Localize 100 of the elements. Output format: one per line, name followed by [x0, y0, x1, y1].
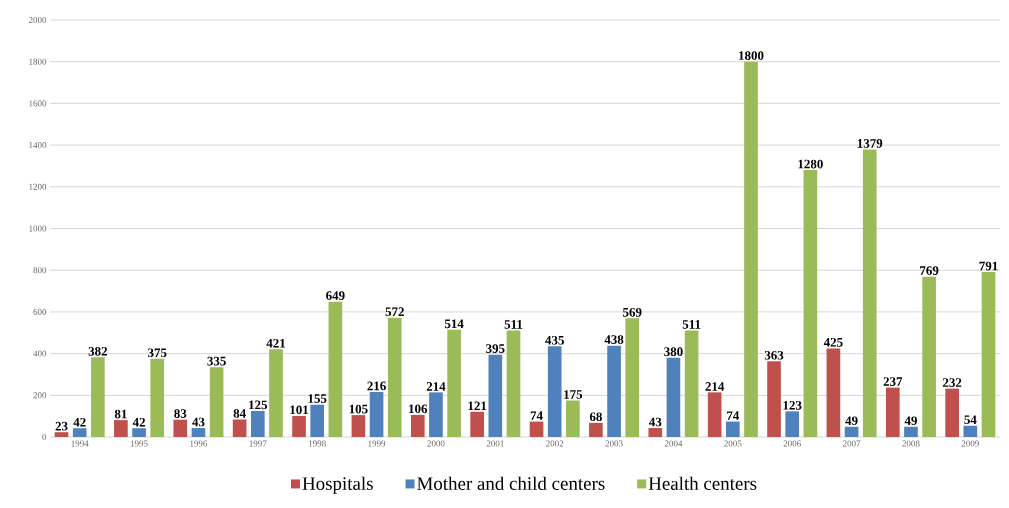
- bar: [292, 415, 306, 437]
- bar: [981, 272, 996, 437]
- x-tick-label: 2006: [783, 440, 801, 447]
- data-label: 54: [964, 415, 977, 425]
- y-tick-label: 1400: [29, 142, 47, 149]
- data-label: 125: [249, 400, 268, 410]
- bar: [625, 318, 640, 437]
- bar: [410, 414, 425, 437]
- data-label: 23: [55, 421, 68, 431]
- data-label: 382: [88, 346, 108, 356]
- bar: [566, 400, 580, 437]
- y-tick-label: 1800: [29, 58, 47, 65]
- bar: [945, 388, 959, 437]
- data-label: 83: [174, 409, 187, 418]
- data-label: 49: [845, 416, 858, 426]
- bar: [310, 404, 325, 437]
- data-label: 395: [486, 344, 505, 353]
- bar: [529, 421, 544, 437]
- bar: [589, 422, 603, 437]
- bar: [328, 301, 343, 437]
- bar: [488, 354, 503, 437]
- data-label: 43: [648, 417, 662, 427]
- data-label: 216: [367, 381, 386, 391]
- bar: [470, 411, 484, 437]
- data-label: 237: [883, 377, 903, 386]
- data-label: 106: [409, 404, 428, 414]
- data-label: 101: [290, 405, 309, 415]
- x-tick-label: 2005: [724, 440, 742, 447]
- bar: [173, 419, 188, 437]
- bar: [785, 411, 800, 437]
- data-label: 375: [148, 348, 167, 358]
- bar: [963, 425, 978, 437]
- data-label: 438: [604, 335, 624, 344]
- bar: [232, 419, 247, 437]
- bar: [132, 428, 146, 437]
- legend-label: Health centers: [648, 476, 757, 490]
- bar: [387, 317, 402, 437]
- data-label: 425: [823, 337, 843, 347]
- x-tick-label: 2001: [486, 440, 504, 447]
- bar: [351, 415, 366, 437]
- x-tick-label: 1999: [368, 440, 386, 447]
- data-label: 335: [207, 356, 226, 366]
- bar: [191, 428, 206, 437]
- data-label: 68: [589, 412, 602, 422]
- data-label: 572: [385, 307, 404, 317]
- bar: [885, 387, 900, 437]
- data-label: 514: [444, 319, 464, 329]
- x-tick-label: 1998: [309, 440, 326, 447]
- x-tick-label: 1994: [71, 440, 89, 447]
- bar: [922, 276, 936, 437]
- bar: [684, 330, 699, 437]
- x-tick-label: 2003: [605, 440, 623, 447]
- x-tick-label: 2008: [902, 440, 920, 447]
- y-tick-label: 2000: [28, 16, 47, 24]
- data-label: 43: [192, 417, 205, 427]
- data-label: 1379: [857, 139, 883, 148]
- bar: [844, 426, 859, 437]
- bar: [862, 149, 877, 437]
- data-label: 42: [132, 417, 145, 427]
- data-label: 214: [426, 382, 446, 391]
- x-tick-label: 2007: [843, 440, 861, 447]
- data-label: 380: [664, 347, 683, 357]
- data-label: 649: [326, 291, 345, 300]
- data-label: 155: [308, 394, 327, 403]
- data-label: 74: [727, 411, 740, 420]
- data-label: 175: [564, 390, 583, 399]
- x-tick-label: 1996: [190, 440, 208, 447]
- data-label: 569: [623, 307, 642, 317]
- data-label: 84: [233, 409, 246, 418]
- x-tick-label: 1997: [249, 440, 267, 447]
- x-tick-label: 2002: [546, 440, 564, 447]
- data-label: 74: [530, 411, 543, 420]
- bar: [209, 367, 224, 437]
- data-label: 1800: [739, 51, 764, 60]
- bar: [826, 348, 841, 437]
- bar: [269, 349, 283, 437]
- bar: [803, 170, 818, 437]
- y-tick-label: 0: [42, 433, 47, 441]
- y-tick-label: 1200: [29, 183, 47, 190]
- bar: [91, 357, 105, 437]
- legend-label: Hospitals: [302, 476, 373, 494]
- data-label: 123: [783, 400, 802, 410]
- bar: [54, 432, 69, 437]
- bar: [707, 392, 722, 437]
- y-tick-label: 800: [33, 267, 47, 274]
- bar: [150, 358, 165, 437]
- bar: [250, 410, 265, 437]
- data-label: 421: [266, 338, 286, 348]
- data-label: 42: [73, 417, 86, 427]
- bar: [369, 391, 384, 437]
- data-label: 214: [705, 382, 725, 391]
- bar: [904, 426, 918, 437]
- bar: [767, 361, 781, 437]
- data-label: 121: [468, 401, 487, 411]
- data-label: 1280: [798, 159, 823, 169]
- y-tick-label: 1600: [29, 100, 47, 107]
- data-label: 81: [114, 409, 127, 419]
- x-tick-label: 1995: [130, 440, 148, 447]
- bar: [114, 420, 128, 437]
- data-label: 769: [920, 266, 939, 275]
